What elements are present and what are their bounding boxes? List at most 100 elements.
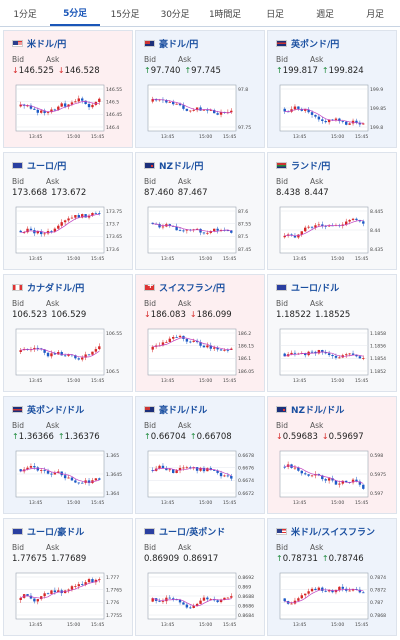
x-tick-label: 15:45 xyxy=(355,378,368,384)
candle-body xyxy=(206,109,209,111)
candle-body xyxy=(175,599,178,601)
tab-6[interactable]: 週足 xyxy=(316,9,334,20)
mini-chart[interactable]: 173.75 173.7 173.65 173.6 13:45 15:00 15:45 xyxy=(12,203,132,265)
candle-body xyxy=(341,586,344,589)
mini-chart[interactable]: 1.1858 1.1856 1.1854 1.1852 13:45 15:00 15:45 xyxy=(276,325,396,387)
y-tick-label: 0.597 xyxy=(370,491,383,497)
pair-name[interactable]: ユーロ/英ポンド xyxy=(159,528,226,538)
pair-name[interactable]: NZドル/ドル xyxy=(291,406,345,416)
candle-body xyxy=(358,356,362,359)
candle-body xyxy=(297,234,300,238)
candle-body xyxy=(74,215,77,218)
candlestick-chart: 173.75 173.7 173.65 173.6 13:45 15:00 15:45 xyxy=(15,206,122,262)
pair-name[interactable]: カナダドル/円 xyxy=(27,284,85,294)
price-row: ↑0.66704 ↑0.66708 xyxy=(144,432,232,442)
pair-name[interactable]: ユーロ/円 xyxy=(27,162,67,172)
candle-body xyxy=(161,226,165,228)
pair-name[interactable]: ユーロ/豪ドル xyxy=(27,528,85,538)
mini-chart[interactable]: 186.2 186.15 186.1 186.05 13:45 15:00 15:45 xyxy=(144,325,264,387)
candle-body xyxy=(67,354,70,356)
candlestick-chart: 1.1858 1.1856 1.1854 1.1852 13:45 15:00 15:45 xyxy=(279,328,386,384)
rate-card[interactable]: ランド/円 Bid Ask 8.438 8.447 8.445 8.44 8.435 13:45… xyxy=(267,152,397,270)
mini-chart[interactable]: 0.598 0.5975 0.597 13:45 15:00 15:45 xyxy=(276,447,396,509)
x-tick-label: 15:00 xyxy=(199,622,212,628)
mini-chart[interactable]: 0.6678 0.6676 0.6674 0.6672 13:45 15:00 15:45 xyxy=(144,447,264,509)
candle-body xyxy=(213,110,216,114)
mini-chart[interactable]: 0.8692 0.869 0.8688 0.8686 0.8684 13:45 15:00 1… xyxy=(144,569,264,631)
candle-body xyxy=(70,102,74,105)
candle-body xyxy=(230,230,233,233)
bid-label: Bid xyxy=(276,299,288,308)
candle-body xyxy=(297,467,300,471)
ca-flag-icon xyxy=(12,284,23,291)
pair-name[interactable]: 英ポンド/ドル xyxy=(27,406,85,416)
rate-card[interactable]: NZドル/円 Bid Ask 87.460 87.467 87.6 87.55 87.5 87.… xyxy=(135,152,265,270)
rate-card[interactable]: 英ポンド/ドル Bid Ask ↑1.36366 ↑1.36376 1.365 1.3645… xyxy=(3,396,133,514)
y-tick-label: 1.364 xyxy=(106,491,119,497)
rate-card[interactable]: 豪ドル/ドル Bid Ask ↑0.66704 ↑0.66708 0.6678 0.6676… xyxy=(135,396,265,514)
candle-body xyxy=(178,103,182,106)
tab-5[interactable]: 日足 xyxy=(266,9,284,20)
candle-body xyxy=(158,465,161,469)
candle-body xyxy=(345,480,348,483)
candle-body xyxy=(84,214,87,218)
pair-name[interactable]: スイスフラン/円 xyxy=(159,284,226,294)
candle-body xyxy=(321,350,324,353)
rate-card[interactable]: ユーロ/英ポンド Bid Ask 0.86909 0.86917 0.8692 0.869 0… xyxy=(135,518,265,636)
candle-body xyxy=(70,477,74,481)
price-row: ↓146.525 ↓146.528 xyxy=(12,66,100,76)
rate-card[interactable]: 豪ドル/円 Bid Ask ↑97.740 ↑97.745 97.8 97.75 13:45 1… xyxy=(135,30,265,148)
x-tick-label: 15:00 xyxy=(331,500,344,506)
mini-chart[interactable]: 1.777 1.7765 1.776 1.7755 13:45 15:00 15:45 xyxy=(12,569,132,631)
y-tick-label: 1.7755 xyxy=(106,613,122,619)
tab-7[interactable]: 月足 xyxy=(366,9,384,20)
mini-chart[interactable]: 87.6 87.55 87.5 87.45 13:45 15:00 15:45 xyxy=(144,203,264,265)
rate-card[interactable]: ユーロ/円 Bid Ask 173.668 173.672 173.75 173.7 173.… xyxy=(3,152,133,270)
candle-body xyxy=(348,219,351,222)
rate-card[interactable]: カナダドル/円 Bid Ask 106.523 106.529 106.55 106.5 13… xyxy=(3,274,133,392)
rate-card[interactable]: NZドル/ドル Bid Ask ↓0.59683 ↓0.59697 0.598 0.5975… xyxy=(267,396,397,514)
mini-chart[interactable]: 8.445 8.44 8.435 13:45 15:00 15:45 xyxy=(276,203,396,265)
tab-0[interactable]: 1分足 xyxy=(13,9,37,20)
candle-body xyxy=(216,228,219,231)
candle-body xyxy=(324,225,327,227)
tab-2[interactable]: 15分足 xyxy=(110,9,140,20)
candle-body xyxy=(46,231,50,234)
rate-card[interactable]: 米ドル/円 Bid Ask ↓146.525 ↓146.528 146.55 146.5 14… xyxy=(3,30,133,148)
pair-name[interactable]: 米ドル/円 xyxy=(27,40,67,50)
candle-body xyxy=(175,226,178,231)
bid-label: Bid xyxy=(12,55,24,64)
tab-1[interactable]: 5分足 xyxy=(50,0,100,26)
pair-name[interactable]: ユーロ/ドル xyxy=(291,284,340,294)
pair-name[interactable]: 英ポンド/円 xyxy=(291,40,340,50)
mini-chart[interactable]: 146.55 146.5 146.45 146.4 13:45 15:00 15:45 xyxy=(12,81,132,143)
mini-chart[interactable]: 0.7874 0.7872 0.787 0.7868 13:45 15:00 15:45 xyxy=(276,569,396,631)
candle-body xyxy=(338,483,341,485)
mini-chart[interactable]: 97.8 97.75 13:45 15:00 15:45 xyxy=(144,81,264,143)
candle-body xyxy=(50,353,53,357)
pair-name[interactable]: 米ドル/スイスフラン xyxy=(291,528,376,538)
tab-3[interactable]: 30分足 xyxy=(160,9,190,20)
x-tick-label: 15:00 xyxy=(199,256,212,262)
ask-value: 146.528 xyxy=(64,66,100,76)
rate-card[interactable]: ユーロ/豪ドル Bid Ask 1.77675 1.77689 1.777 1.7765 1.… xyxy=(3,518,133,636)
candle-body xyxy=(199,467,202,471)
pair-name[interactable]: NZドル/円 xyxy=(159,162,204,172)
mini-chart[interactable]: 106.55 106.5 13:45 15:00 15:45 xyxy=(12,325,132,387)
bid-value: 1.36366 xyxy=(18,432,54,442)
mini-chart[interactable]: 199.9 199.85 199.8 13:45 15:00 15:45 xyxy=(276,81,396,143)
pair-name[interactable]: 豪ドル/円 xyxy=(159,40,199,50)
pair-name[interactable]: ランド/円 xyxy=(291,162,331,172)
y-tick-label: 1.1854 xyxy=(370,356,386,362)
mini-chart[interactable]: 1.365 1.3645 1.364 13:45 15:00 15:45 xyxy=(12,447,132,509)
candlestick-chart: 186.2 186.15 186.1 186.05 13:45 15:00 15:45 xyxy=(147,328,254,384)
tab-4[interactable]: 1時間足 xyxy=(209,9,241,20)
pair-name[interactable]: 豪ドル/ドル xyxy=(159,406,208,416)
rate-card[interactable]: 英ポンド/円 Bid Ask ↑199.817 ↑199.824 199.9 199.85 1… xyxy=(267,30,397,148)
candle-body xyxy=(94,478,98,481)
rate-card[interactable]: ユーロ/ドル Bid Ask 1.18522 1.18525 1.1858 1.1856 1.… xyxy=(267,274,397,392)
rate-card[interactable]: 米ドル/スイスフラン Bid Ask ↑0.78731 ↑0.78746 0.7874 0.… xyxy=(267,518,397,636)
arrow-down-icon: ↓ xyxy=(12,66,19,75)
rate-card[interactable]: スイスフラン/円BidAsk↓186.083↓186.099186.2186.1… xyxy=(135,274,265,392)
x-tick-label: 13:45 xyxy=(161,622,174,628)
